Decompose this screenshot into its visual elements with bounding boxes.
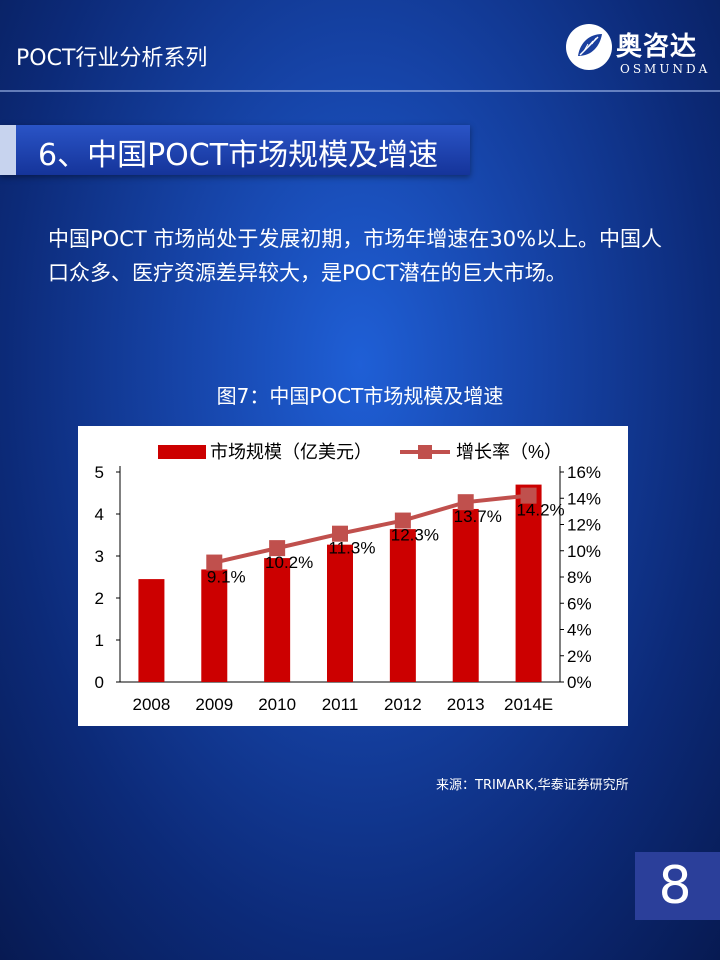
category-label: 2009 [195, 695, 233, 714]
bar [452, 508, 479, 682]
right-tick-label: 16% [567, 463, 601, 482]
left-tick-label: 0 [95, 673, 104, 692]
bar [201, 569, 228, 682]
right-tick-label: 14% [567, 489, 601, 508]
page-badge [635, 852, 720, 920]
source-note: 来源：TRIMARK,华泰证券研究所 [436, 778, 629, 793]
category-label: 2011 [322, 695, 359, 714]
left-tick-label: 3 [95, 547, 104, 566]
category-label: 2008 [133, 695, 171, 714]
body-paragraph: 中国POCT 市场尚处于发展初期，市场年增速在30%以上。中国人口众多、医疗资源… [48, 227, 663, 285]
header-divider [0, 90, 720, 92]
section-banner [0, 125, 470, 175]
bar [515, 484, 542, 682]
right-tick-label: 6% [567, 594, 592, 613]
category-label: 2012 [384, 695, 422, 714]
category-label: 2013 [447, 695, 485, 714]
section-title: 6、中国POCT市场规模及增速 [38, 138, 439, 173]
growth-line [213, 493, 529, 565]
bar [389, 529, 416, 682]
page-number: 8 [658, 856, 692, 916]
figure-title: 图7：中国POCT市场规模及增速 [216, 384, 504, 408]
growth-data-label: 12.3% [391, 526, 439, 545]
left-tick-label: 5 [95, 463, 104, 482]
left-tick-label: 1 [95, 631, 104, 650]
company-logo: 奥咨达 OSMUNDA [566, 24, 707, 84]
left-tick-label: 4 [95, 505, 104, 524]
bar [138, 579, 165, 682]
legend-bar-swatch [158, 445, 206, 459]
right-tick-label: 2% [567, 647, 592, 666]
bar [327, 544, 353, 682]
right-tick-label: 4% [567, 621, 592, 640]
section-banner-accent [0, 125, 16, 175]
category-label: 2010 [258, 695, 296, 714]
legend-line-marker [418, 445, 432, 459]
growth-marker [457, 494, 474, 511]
category-label: 2014E [504, 695, 553, 714]
left-tick-label: 2 [95, 589, 104, 608]
growth-data-label: 11.3% [329, 539, 376, 558]
top-bar: POCT行业分析系列 奥咨达 OSMUNDA [0, 0, 720, 92]
right-tick-label: 10% [567, 542, 601, 561]
right-tick-label: 0% [567, 673, 592, 692]
growth-marker [520, 487, 537, 504]
chart-area: 0 1 2 3 4 5 0% 2% 4% 6% 8% 10% 12% 14% 16% 2008 2009 2010… [78, 426, 628, 726]
growth-data-label: 14.2% [516, 501, 564, 520]
right-tick-label: 8% [567, 568, 592, 587]
logo-english-text: OSMUNDA [620, 62, 711, 76]
right-tick-label: 12% [567, 516, 601, 535]
growth-data-label: 10.2% [265, 553, 313, 572]
logo-chinese-text: 奥咨达 [616, 32, 698, 62]
bar [264, 558, 291, 682]
combo-chart: 0 1 2 3 4 5 0% 2% 4% 6% 8% 10% 12% 14% 16% 2008 2009 2010… [95, 442, 602, 714]
logo-leaf-icon [566, 24, 612, 70]
series-title: POCT行业分析系列 [16, 46, 208, 71]
growth-marker [332, 525, 348, 542]
legend-bar-label: 市场规模（亿美元） [210, 442, 372, 462]
growth-data-label: 9.1% [207, 568, 246, 587]
growth-marker [394, 512, 411, 529]
legend-line-label: 增长率（%） [456, 442, 562, 462]
growth-marker [269, 540, 286, 557]
growth-marker [206, 554, 223, 571]
growth-data-label: 13.7% [454, 507, 502, 526]
